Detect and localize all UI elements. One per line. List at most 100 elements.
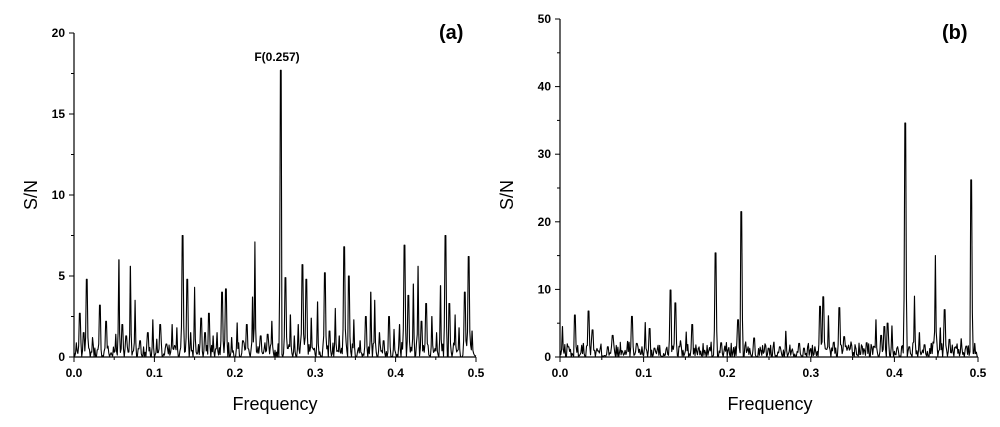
panel-b-peak-point [896, 347, 898, 349]
panel-a-x-tick-label: 0.0 [66, 366, 83, 380]
panel-b-peak-point [819, 305, 821, 307]
panel-b-peak-point [737, 319, 739, 321]
panel-a-peak-point [369, 291, 371, 293]
panel-b-y-tick-label: 30 [538, 147, 552, 161]
panel-b-peak-point [665, 348, 667, 350]
panel-b-peak-point [833, 341, 835, 343]
panel-b-x-tick-label: 0.3 [802, 366, 819, 380]
panel-b-peak-point [939, 327, 941, 329]
panel-b-peak-point [767, 347, 769, 349]
peak-annotation-f0257: F(0.257) [254, 50, 299, 64]
panel-a-peak-point [246, 323, 248, 325]
panel-b-peak-point [674, 302, 676, 304]
panel-a-peak-point [208, 312, 210, 314]
panel-b-peak-point [814, 346, 816, 348]
panel-a-peak-point [454, 314, 456, 316]
panel-b-peak-point [740, 210, 742, 212]
panel-a-peak-point [134, 299, 136, 301]
panel-a-y-axis-title: S/N [21, 180, 41, 210]
panel-a-peak-point [417, 265, 419, 267]
panel-b: 0.0 0.1 0.2 0.3 0.4 0.5 0 10 20 30 40 50 (b) Freque… [497, 12, 987, 414]
panel-a-peak-point [254, 241, 256, 243]
panel-a-peak-point [471, 330, 473, 332]
panel-b-peak-point [599, 348, 601, 350]
panel-a-peak-point [305, 278, 307, 280]
panel-a-peak-point [382, 340, 384, 342]
panel-b-peak-point [753, 337, 755, 339]
panel-a-peak-point [171, 323, 173, 325]
panel-b-peak-point [970, 179, 972, 181]
panel-b-peak-point [883, 325, 885, 327]
panel-b-peak-point [838, 306, 840, 308]
panel-b-peak-point [698, 347, 700, 349]
panel-b-peak-point [918, 331, 920, 333]
panel-a-peak-point [105, 320, 107, 322]
panel-a-y-tick-label: 5 [58, 269, 65, 283]
panel-a-peak-point [316, 301, 318, 303]
panel-a-peak-point [271, 320, 273, 322]
panel-b-peak-point [582, 342, 584, 344]
panel-b-peak-point [891, 325, 893, 327]
panel-a-y-tick-label: 20 [52, 26, 66, 40]
panel-a-peak-point [204, 332, 206, 334]
panel-a-peak-point [259, 335, 261, 337]
panel-a-peak-point [115, 333, 117, 335]
panel-a-peak-point [468, 255, 470, 257]
panel-b-y-tick-label: 10 [538, 282, 552, 296]
panel-b-peak-point [691, 323, 693, 325]
panel-a-peak-point [293, 335, 295, 337]
panel-a-peak-point [444, 234, 446, 236]
panel-a-peak-point [152, 319, 154, 321]
panel-b-peak-point [973, 342, 975, 344]
panel-a-peak-point [407, 294, 409, 296]
panel-b-peak-point [561, 325, 563, 327]
panel-b-peak-point [866, 342, 868, 344]
panel-b-peak-point [855, 347, 857, 349]
panel-a-peak-point [129, 265, 131, 267]
panel-b-x-axis-title: Frequency [727, 394, 812, 414]
panel-b-peak-point [908, 346, 910, 348]
panel-a-plot-area: 0.0 0.1 0.2 0.3 0.4 0.5 0 5 10 15 20 [52, 26, 485, 380]
panel-a-peak-point [78, 312, 80, 314]
panel-a-peak-point [289, 314, 291, 316]
panel-a-peak-point [99, 304, 101, 306]
panel-b-x-tick-label: 0.2 [719, 366, 736, 380]
panel-b-peak-point [791, 348, 793, 350]
panel-a-peak-point [353, 319, 355, 321]
panel-a-peak-point [236, 322, 238, 324]
panel-a-peak-point [297, 323, 299, 325]
panel-a-peak-point [374, 299, 376, 301]
panel-b-peak-point [779, 346, 781, 348]
panel-b-peak-point [587, 310, 589, 312]
panel-a-x-tick-label: 0.1 [146, 366, 163, 380]
panel-a-peak-point [328, 330, 330, 332]
panel-a-peak-point [284, 276, 286, 278]
panel-a-peak-point [193, 286, 195, 288]
panel-a-x-tick-label: 0.2 [226, 366, 243, 380]
panel-b-peak-point [809, 349, 811, 351]
panel-a-peak-point [267, 333, 269, 335]
panel-a-peak-point [221, 291, 223, 293]
panel-b-x-tick-label: 0.1 [635, 366, 652, 380]
panel-a-peak-point [458, 327, 460, 329]
panel-b-peak-point [703, 349, 705, 351]
panel-a-peak-point [242, 340, 244, 342]
panel-b-y-tick-label: 40 [538, 80, 552, 94]
panel-b-spectrum-line [559, 122, 979, 358]
panel-a-peak-point [431, 315, 433, 317]
panel-a-y-tick-label: 15 [52, 107, 66, 121]
panel-b-peak-point [747, 346, 749, 348]
panel-a-peak-point [439, 285, 441, 287]
panel-a-peak-point [121, 323, 123, 325]
panel-a-peak-point [82, 332, 84, 334]
panel-a-y-tick-label: 10 [52, 188, 66, 202]
panel-b-y-tick-label: 50 [538, 12, 552, 26]
panel-a-peak-point [348, 275, 350, 277]
panel-a-peak-point [189, 332, 191, 334]
panel-a-peak-point [425, 302, 427, 304]
panel-b-peak-point [954, 346, 956, 348]
panel-a-x-tick-label: 0.3 [307, 366, 324, 380]
panel-a-peak-point [343, 246, 345, 248]
panel-a-peak-point [159, 323, 161, 325]
panel-b-peak-point [611, 334, 613, 336]
